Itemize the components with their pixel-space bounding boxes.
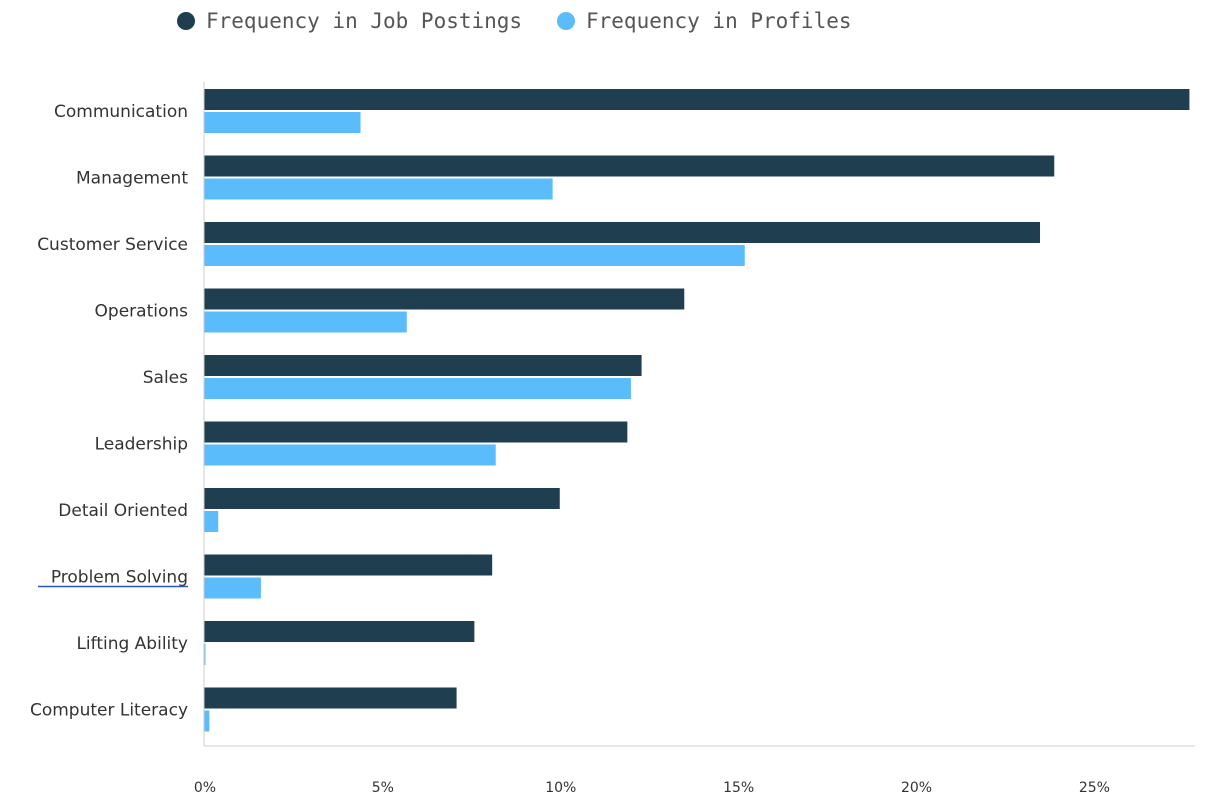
x-tick-label-20: 20%	[901, 780, 932, 796]
category-label-detail-oriented: Detail Oriented	[58, 501, 188, 521]
legend-label-job-postings: Frequency in Job Postings	[206, 9, 522, 33]
category-label-lifting-ability: Lifting Ability	[76, 634, 188, 654]
category-label-sales: Sales	[143, 368, 188, 388]
plot-area: Communication Management Customer Service O…	[30, 82, 1195, 796]
x-tick-label-5: 5%	[372, 780, 394, 796]
bar-problem-solving-job-postings	[204, 554, 493, 576]
bar-customer-service-profiles	[204, 245, 745, 266]
bar-lifting-ability-profiles	[204, 644, 206, 665]
bar-communication-profiles	[204, 112, 361, 133]
category-label-leadership: Leadership	[95, 435, 188, 455]
legend-marker-profiles	[557, 12, 575, 30]
bar-customer-service-job-postings	[204, 222, 1041, 243]
category-label-customer-service: Customer Service	[37, 235, 188, 255]
x-tick-label-25: 25%	[1079, 780, 1110, 796]
x-tick-label-10: 10%	[545, 780, 576, 796]
legend: Frequency in Job Postings Frequency in P…	[177, 9, 852, 33]
category-label-computer-literacy: Computer Literacy	[30, 701, 188, 721]
x-tick-label-15: 15%	[723, 780, 754, 796]
bar-detail-oriented-job-postings	[204, 488, 560, 509]
bar-sales-profiles	[204, 378, 631, 399]
x-tick-label-0: 0%	[194, 780, 216, 796]
category-label-problem-solving: Problem Solving	[51, 568, 188, 588]
bar-lifting-ability-job-postings	[204, 621, 475, 642]
bar-management-job-postings	[204, 155, 1055, 177]
bar-detail-oriented-profiles	[204, 511, 219, 532]
category-label-management: Management	[76, 169, 188, 189]
category-label-operations: Operations	[95, 302, 189, 322]
category-label-communication: Communication	[54, 102, 188, 122]
legend-marker-job-postings	[177, 12, 195, 30]
bar-operations-profiles	[204, 311, 407, 333]
bar-leadership-profiles	[204, 444, 496, 466]
bar-management-profiles	[204, 178, 553, 200]
bar-computer-literacy-profiles	[204, 710, 210, 732]
legend-label-profiles: Frequency in Profiles	[586, 9, 852, 33]
bar-operations-job-postings	[204, 288, 685, 310]
bar-communication-job-postings	[204, 89, 1190, 110]
bar-problem-solving-profiles	[204, 577, 261, 599]
bar-sales-job-postings	[204, 355, 642, 376]
bar-leadership-job-postings	[204, 421, 628, 443]
bar-computer-literacy-job-postings	[204, 687, 457, 709]
